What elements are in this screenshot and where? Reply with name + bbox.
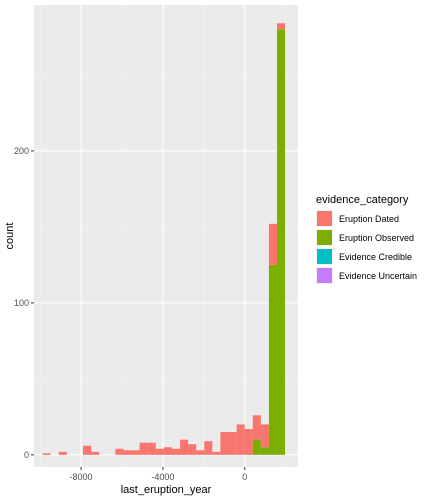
bar-eruption-dated: [163, 447, 172, 455]
legend: evidence_category Eruption Dated Eruption…: [316, 194, 417, 284]
bar-eruption-dated: [220, 432, 229, 455]
bar-eruption-observed: [260, 447, 269, 455]
bar-eruption-dated: [155, 448, 164, 455]
legend-item-label: Evidence Credible: [339, 252, 412, 262]
y-axis-title: count: [4, 223, 16, 250]
bar-eruption-dated: [123, 450, 132, 455]
bar-eruption-observed: [252, 439, 261, 455]
plot-panel: [34, 5, 298, 467]
bar-eruption-dated: [244, 429, 253, 455]
minor-gridlines: [34, 5, 298, 467]
y-tick-label: 200: [14, 146, 29, 156]
bar-eruption-dated: [42, 453, 51, 455]
legend-item-label: Eruption Observed: [339, 233, 414, 243]
legend-key-swatch: [317, 249, 332, 264]
x-tick-label: 0: [242, 472, 247, 482]
bar-eruption-dated: [212, 451, 221, 455]
legend-key-swatch: [317, 268, 332, 283]
bar-eruption-dated: [58, 451, 67, 455]
bar-eruption-dated: [115, 448, 124, 455]
bar-eruption-dated: [91, 451, 100, 455]
bar-eruption-observed: [277, 29, 286, 455]
bar-eruption-dated: [268, 223, 278, 265]
y-tick-label: 100: [14, 298, 29, 308]
bar-eruption-dated: [236, 424, 245, 455]
bar-eruption-dated: [147, 442, 156, 455]
bar-eruption-dated: [188, 444, 197, 455]
bar-eruption-dated: [180, 439, 189, 455]
bar-eruption-dated: [131, 450, 140, 455]
legend-title: evidence_category: [316, 194, 409, 206]
bar-eruption-dated: [204, 441, 213, 455]
legend-item-label: Evidence Uncertain: [339, 271, 417, 281]
bar-eruption-dated: [196, 450, 205, 455]
bar-eruption-dated: [171, 448, 181, 455]
x-tick-label: -4000: [151, 472, 174, 482]
bar-eruption-dated: [252, 415, 261, 440]
x-axis: -8000 -4000 0: [70, 467, 247, 482]
bar-eruption-observed: [268, 264, 278, 455]
major-gridlines: [34, 5, 298, 467]
bar-eruption-dated: [260, 424, 269, 448]
histogram-bars: [42, 23, 286, 455]
bar-eruption-dated: [83, 445, 92, 455]
legend-key-swatch: [317, 230, 332, 245]
bar-eruption-dated: [277, 23, 286, 30]
x-tick-label: -8000: [70, 472, 93, 482]
x-axis-title: last_eruption_year: [121, 484, 212, 496]
legend-item-label: Eruption Dated: [339, 214, 399, 224]
bar-eruption-dated: [228, 432, 237, 455]
y-axis: 0 100 200: [14, 146, 34, 460]
legend-key-swatch: [317, 211, 332, 226]
y-tick-label: 0: [24, 450, 29, 460]
bar-eruption-dated: [139, 442, 148, 455]
